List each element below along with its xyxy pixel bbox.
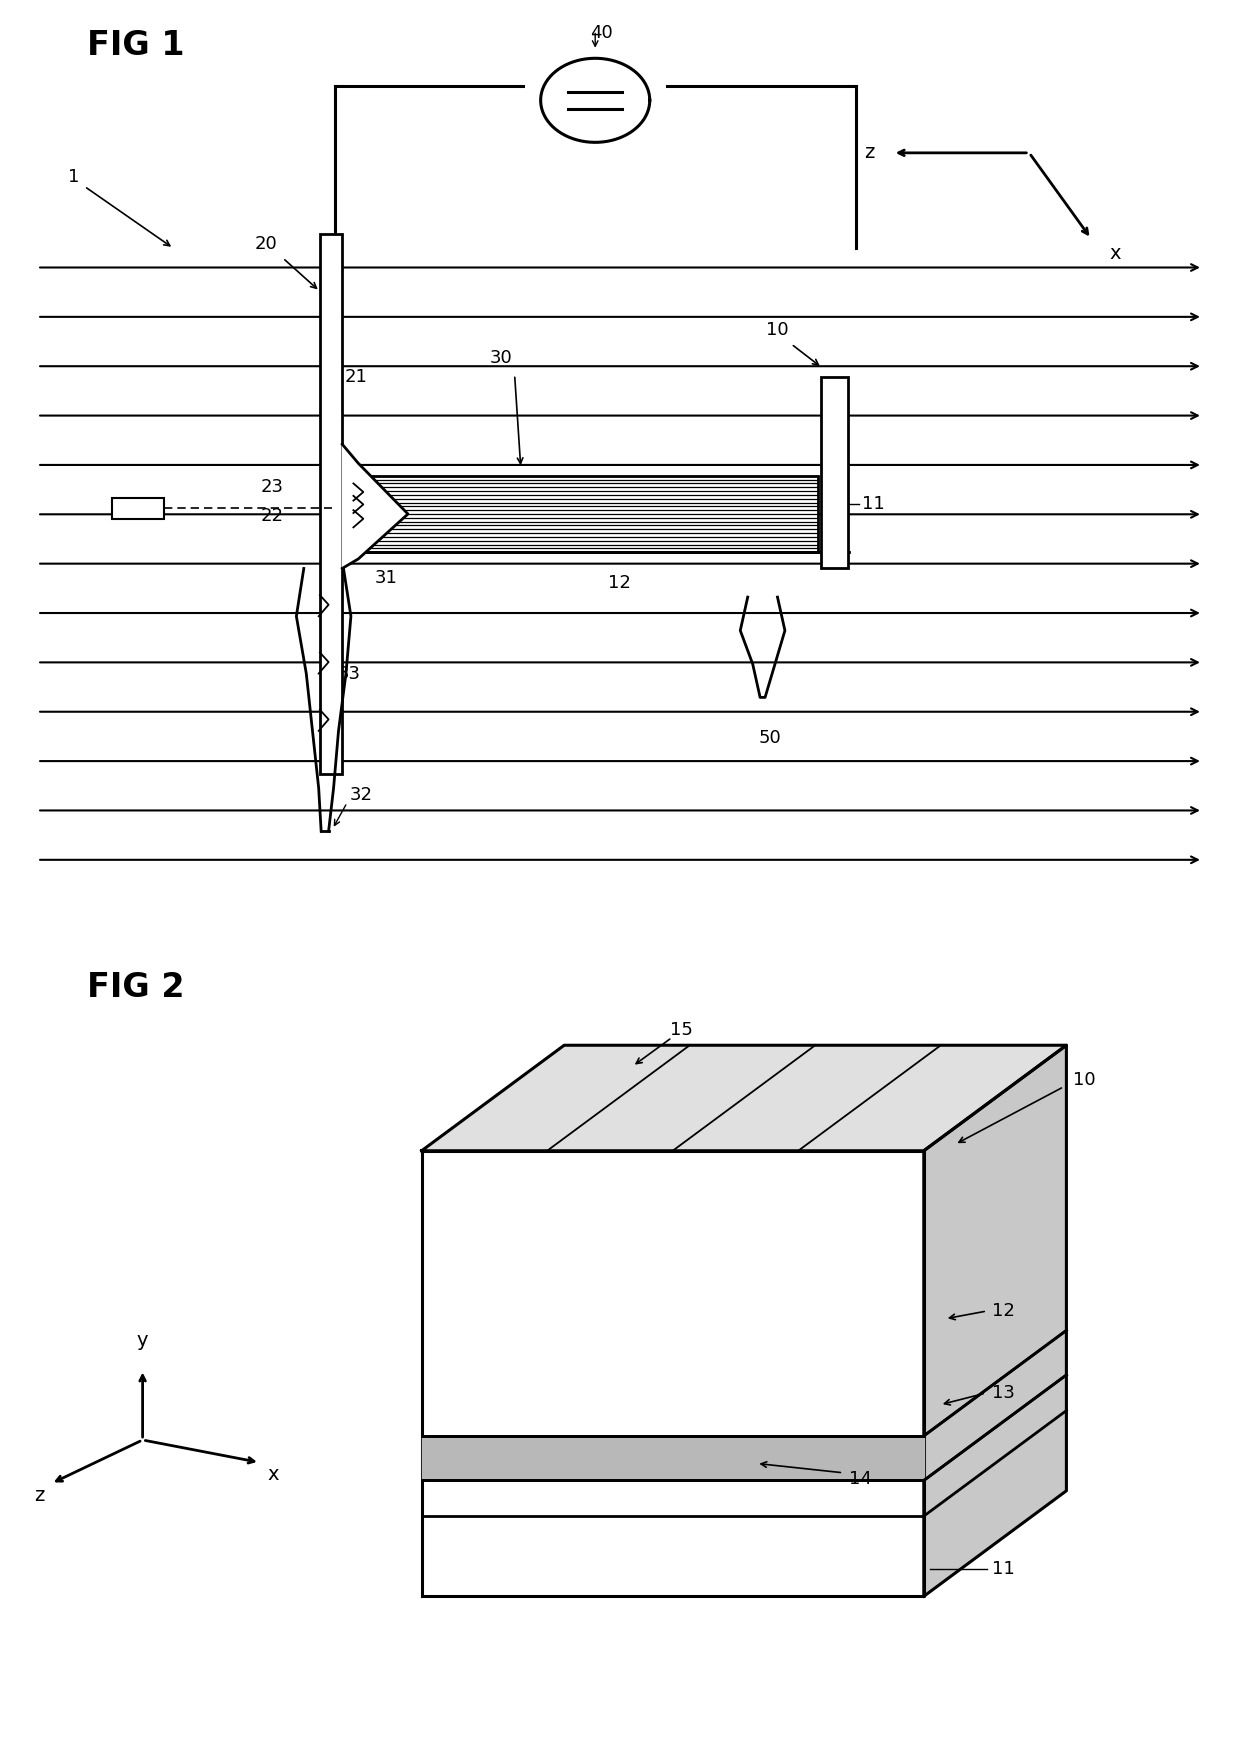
Text: 30: 30: [490, 349, 512, 367]
Polygon shape: [422, 1046, 1066, 1150]
Text: 31: 31: [374, 570, 397, 587]
Text: 23: 23: [260, 478, 284, 497]
Bar: [366, 476, 818, 552]
Polygon shape: [422, 1150, 924, 1596]
Text: z: z: [33, 1487, 45, 1506]
Bar: [320, 234, 342, 773]
Bar: [112, 499, 164, 519]
Text: FIG 1: FIG 1: [87, 28, 185, 61]
Text: z: z: [864, 144, 874, 162]
Polygon shape: [342, 445, 408, 568]
Text: 11: 11: [992, 1560, 1014, 1577]
Text: 33: 33: [337, 665, 361, 683]
Text: 50: 50: [759, 728, 781, 747]
Polygon shape: [924, 1046, 1066, 1596]
Text: 12: 12: [992, 1303, 1014, 1320]
Text: 21: 21: [345, 368, 367, 386]
Text: 15: 15: [670, 1021, 692, 1039]
Text: 32: 32: [350, 785, 373, 804]
Text: FIG 2: FIG 2: [87, 971, 185, 1004]
Polygon shape: [422, 1436, 924, 1480]
Text: 14: 14: [849, 1470, 872, 1489]
Text: 10: 10: [1073, 1072, 1095, 1089]
Text: 12: 12: [608, 573, 630, 592]
Text: y: y: [136, 1331, 149, 1350]
Bar: [821, 377, 848, 568]
Text: 10: 10: [766, 321, 789, 339]
Text: 22: 22: [260, 507, 284, 525]
Text: 13: 13: [992, 1384, 1014, 1402]
Text: 40: 40: [590, 24, 613, 42]
Text: 1: 1: [68, 168, 79, 186]
Text: 11: 11: [862, 495, 884, 514]
Text: 20: 20: [254, 234, 277, 252]
Text: x: x: [1110, 243, 1121, 262]
Text: x: x: [268, 1466, 279, 1485]
